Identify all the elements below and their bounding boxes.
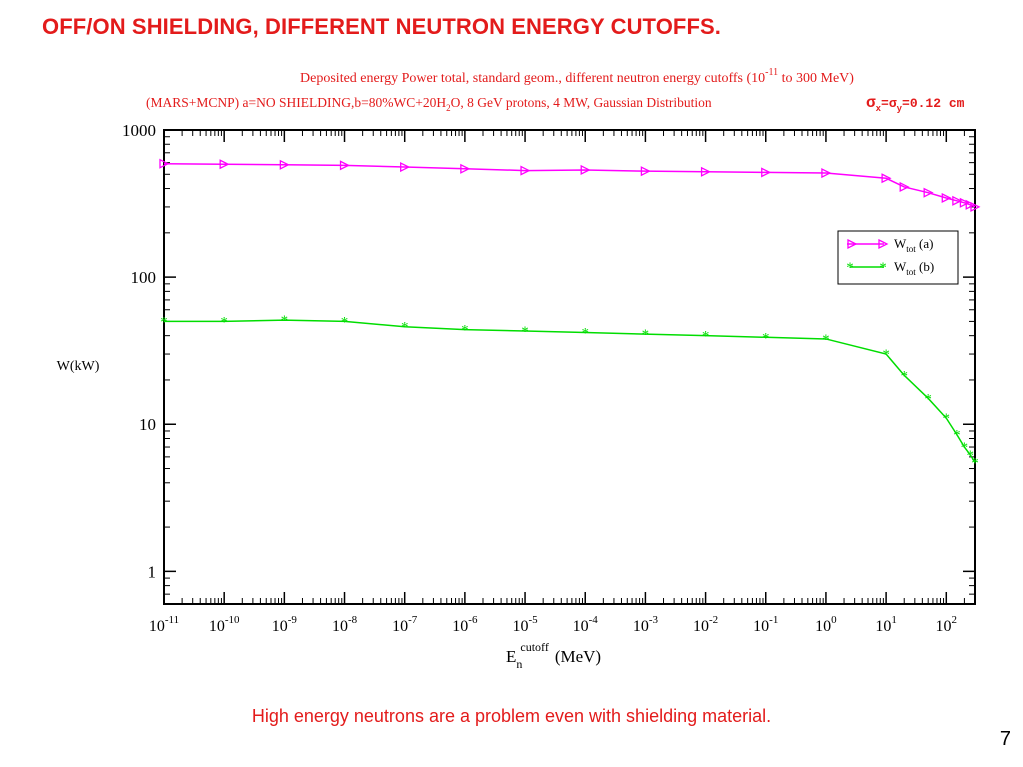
x-tick-label: 10-11 [149, 614, 179, 635]
chart-title-line1: Deposited energy Power total, standard g… [300, 67, 854, 86]
data-point-b: * [953, 428, 961, 444]
page-number: 7 [999, 728, 1011, 750]
data-point-b: * [971, 455, 979, 471]
legend: Wtot (a) * * Wtot (b) [837, 230, 959, 285]
y-axis-label: W(kW) [57, 359, 100, 374]
chart-title-line2: (MARS+MCNP) a=NO SHIELDING,b=80%WC+20H2O… [146, 95, 712, 113]
data-point-b: * [961, 440, 969, 456]
sigma-symbol-x: σ [866, 94, 876, 112]
sigma-expr: =σ [881, 96, 897, 111]
data-point-a [923, 187, 934, 198]
x-axis-label-sup: cutoff [520, 640, 548, 654]
chart-title-line1-pre: Deposited energy Power total, standard g… [300, 71, 765, 86]
x-axis-label: En cutoff (MeV) [506, 640, 601, 671]
data-point-a [821, 167, 832, 179]
chart-title-line1-post: to 300 MeV) [778, 71, 854, 86]
data-point-b: * [642, 327, 650, 343]
sigma-sub-x: x [876, 104, 882, 114]
data-point-b: * [702, 329, 710, 345]
legend-marker-b-1: * [846, 260, 854, 276]
legend-label-a: Wtot (a) [894, 236, 933, 254]
x-axis-label-base: E [506, 647, 516, 666]
chart-title-line2-sub: 2 [446, 103, 451, 113]
plot-area: 10-11 10-10 10-9 10-8 10-7 10-6 10-5 10-4 10-3 10… [122, 121, 981, 635]
x-tick-label: 102 [936, 614, 958, 635]
data-point-b: * [341, 314, 349, 330]
slide-title: OFF/ON SHIELDING, DIFFERENT NEUTRON ENER… [42, 14, 721, 39]
data-point-a [640, 166, 651, 177]
legend-marker-b-2: * [879, 260, 887, 276]
data-point-b: * [966, 448, 974, 464]
x-tick-label: 10-3 [633, 614, 659, 635]
legend-marker-a-1 [847, 238, 858, 250]
legend-box [837, 230, 959, 285]
x-tick-label: 100 [815, 614, 837, 635]
chart-title-line2-post: O, 8 GeV protons, 4 MW, Gaussian Distrib… [451, 95, 712, 110]
data-point-b: * [943, 411, 951, 427]
data-point-b: * [461, 323, 469, 339]
data-point-a [400, 161, 411, 173]
x-tick-label: 10-6 [452, 614, 478, 635]
chart-title-sigma: σx=σy=0.12 cm [866, 94, 965, 114]
sigma-sub-y: y [897, 104, 903, 114]
chart: Deposited energy Power total, standard g… [57, 67, 981, 671]
data-point-b: * [220, 314, 228, 330]
y-tick-label: 100 [131, 268, 157, 287]
data-point-a [899, 181, 910, 193]
x-axis-label-sub: n [516, 657, 522, 671]
x-tick-label: 10-8 [332, 614, 358, 635]
plot-frame [163, 129, 976, 605]
data-point-a [279, 159, 290, 170]
x-tick-label: 10-4 [573, 614, 599, 635]
data-point-a [761, 167, 772, 178]
data-point-b: * [822, 332, 830, 348]
data-point-b: * [401, 320, 409, 336]
series-line-b [164, 319, 976, 463]
x-tick-label: 10-9 [272, 614, 298, 635]
x-tick-label: 10-10 [209, 614, 240, 635]
data-point-a [959, 197, 970, 208]
y-tick-label: 10 [139, 415, 156, 434]
chart-title-line1-sup: -11 [765, 67, 778, 78]
chart-title-line2-pre: (MARS+MCNP) a=NO SHIELDING,b=80%WC+20H [146, 95, 446, 110]
data-point-b: * [160, 314, 168, 330]
x-tick-label: 101 [875, 614, 897, 635]
data-point-a [941, 192, 952, 204]
x-tick-label: 10-2 [693, 614, 718, 635]
x-axis-label-unit: (MeV) [555, 647, 601, 666]
data-point-b: * [581, 326, 589, 342]
series-line-a [163, 162, 976, 208]
data-point-b: * [924, 391, 932, 407]
y-tick-label: 1 [148, 562, 157, 581]
legend-label-b: Wtot (b) [894, 259, 934, 277]
slide-caption: High energy neutrons are a problem even … [251, 706, 772, 726]
data-point-a [339, 160, 350, 171]
data-point-a [580, 164, 591, 176]
data-point-a [460, 163, 471, 174]
data-point-b: * [900, 368, 908, 384]
data-point-a [970, 201, 981, 212]
data-point-b: * [762, 330, 770, 346]
data-point-a [965, 199, 976, 210]
x-tick-label: 10-1 [753, 614, 778, 635]
data-point-b: * [521, 324, 529, 340]
data-point-b: * [281, 313, 289, 329]
legend-item-b: * * Wtot (b) [846, 259, 934, 277]
sigma-val: =0.12 cm [902, 96, 965, 111]
data-point-a [159, 158, 170, 169]
data-point-a [952, 195, 963, 206]
y-tick-label: 1000 [122, 121, 156, 140]
data-point-a [881, 173, 892, 184]
data-point-a [520, 165, 531, 176]
legend-marker-a-2 [878, 238, 889, 250]
data-point-a [700, 166, 712, 177]
data-point-a [219, 159, 230, 170]
x-tick-label: 10-5 [512, 614, 538, 635]
x-tick-label: 10-7 [392, 614, 418, 635]
legend-item-a: Wtot (a) [847, 236, 933, 254]
data-point-b: * [882, 347, 890, 363]
